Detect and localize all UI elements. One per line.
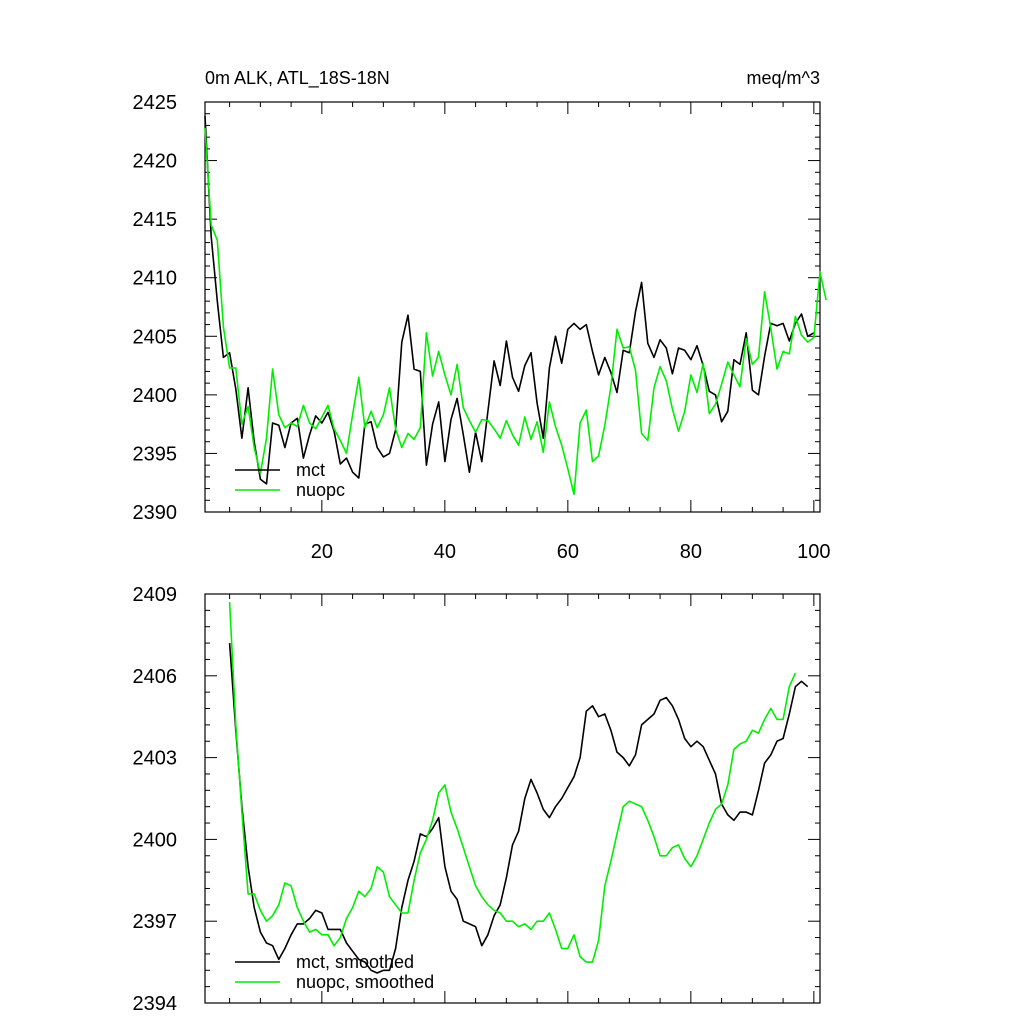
y-tick-label: 2420: [133, 151, 178, 173]
y-tick-label: 2397: [133, 911, 178, 933]
y-tick-label: 2410: [133, 268, 178, 290]
series-lines-1: [228, 602, 809, 974]
x-tick-label: 100: [797, 541, 830, 563]
y-tick-label: 2400: [133, 829, 178, 851]
y-tick-label: 2403: [133, 748, 178, 770]
legend-0: mct nuopc: [235, 460, 345, 500]
plot-frame: [204, 593, 821, 1004]
axes-1: 2394 2397 2400 2403 2406 2409: [133, 584, 821, 1015]
x-tick-label: 20: [311, 541, 333, 563]
units-label: meq/m^3: [747, 68, 820, 88]
series-line-nuopc: [204, 127, 827, 496]
y-tick-label: 2400: [133, 385, 178, 407]
legend-1: mct, smoothed nuopc, smoothed: [235, 952, 434, 992]
y-tick-label: 2425: [133, 92, 178, 114]
x-tick-label: 40: [434, 541, 456, 563]
legend-label-nuopc-smoothed: nuopc, smoothed: [296, 972, 434, 992]
series-line-nuopc-smoothed: [228, 602, 797, 963]
x-tick-label: 80: [680, 541, 702, 563]
y-tick-label: 2390: [133, 502, 178, 524]
series-lines-0: [204, 116, 827, 496]
legend-label-mct-smoothed: mct, smoothed: [296, 952, 414, 972]
top-panel: 0m ALK, ATL_18S-18N meq/m^3 20 40 60 80 1002…: [133, 68, 831, 563]
y-tick-label: 2409: [133, 584, 178, 606]
plot-frame: [204, 101, 821, 513]
y-tick-label: 2394: [133, 993, 178, 1015]
y-tick-label: 2406: [133, 666, 178, 688]
series-line-mct-smoothed: [228, 643, 809, 974]
series-line-mct: [204, 116, 815, 485]
axes-0: 20 40 60 80 100 2390 2395 2400 2405 2410 2415 2420 2…: [133, 92, 831, 563]
legend-label-mct: mct: [296, 460, 325, 480]
chart-title: 0m ALK, ATL_18S-18N: [205, 68, 390, 89]
y-tick-label: 2415: [133, 209, 178, 231]
y-tick-label: 2405: [133, 326, 178, 348]
legend-label-nuopc: nuopc: [296, 480, 345, 500]
x-tick-label: 60: [557, 541, 579, 563]
bottom-panel: 2394 2397 2400 2403 2406 2409 mct, smoothed n…: [133, 584, 821, 1015]
y-tick-label: 2395: [133, 443, 178, 465]
